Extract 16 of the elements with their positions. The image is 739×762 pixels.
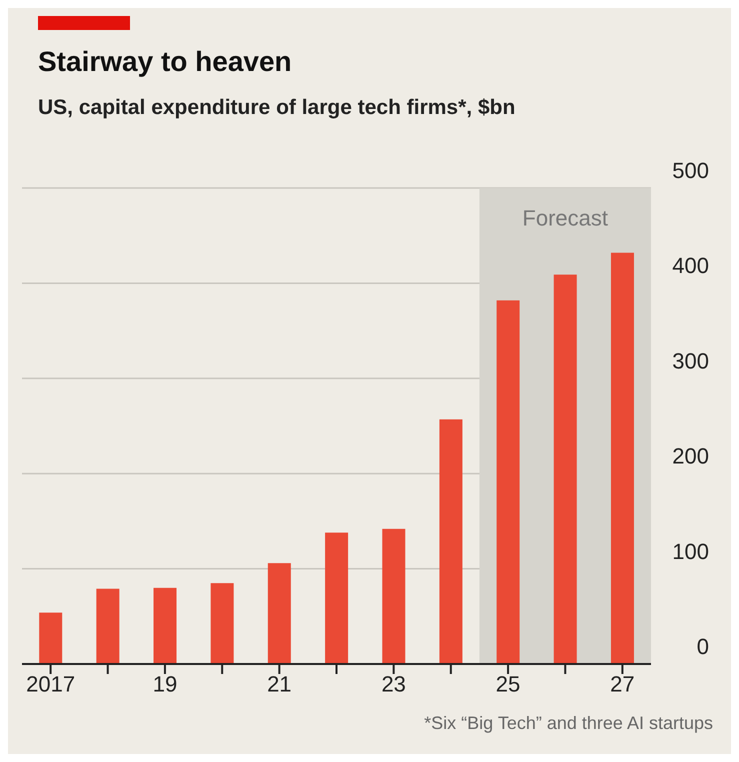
band-label: Forecast <box>522 206 608 231</box>
y-tick-label: 400 <box>672 253 709 278</box>
x-tick-label: 23 <box>381 672 406 697</box>
x-tick-label: 25 <box>496 672 520 697</box>
y-tick-label: 0 <box>696 634 709 659</box>
x-tick-label: 2017 <box>26 672 76 697</box>
y-tick-label: 300 <box>672 348 709 374</box>
y-tick-label: 200 <box>672 444 709 469</box>
text: *Six “Big Tech” and three AI startups <box>424 713 713 734</box>
y-tick-label: 100 <box>672 538 709 564</box>
y-tick-label: 500 <box>672 158 709 183</box>
x-tick-label: 21 <box>267 672 292 697</box>
x-tick-label: 19 <box>152 672 178 697</box>
chart-subtitle: US, capital expenditure of large tech firms*, $bn <box>38 96 516 120</box>
chart-title: Stairway to heaven <box>38 46 292 78</box>
x-tick-label: 27 <box>610 672 635 697</box>
